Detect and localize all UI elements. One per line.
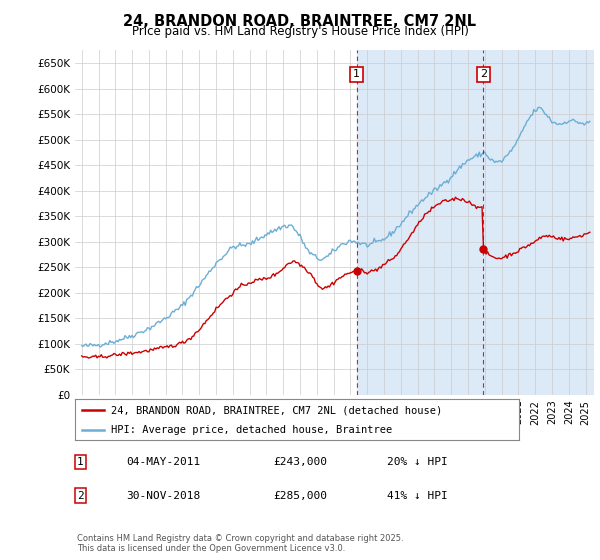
Text: 04-MAY-2011: 04-MAY-2011: [126, 457, 200, 467]
Text: Price paid vs. HM Land Registry's House Price Index (HPI): Price paid vs. HM Land Registry's House …: [131, 25, 469, 38]
Text: 1: 1: [353, 69, 360, 80]
Text: £285,000: £285,000: [273, 491, 327, 501]
Text: 41% ↓ HPI: 41% ↓ HPI: [387, 491, 448, 501]
Bar: [356, 50, 594, 395]
Bar: [484, 50, 594, 395]
Text: 24, BRANDON ROAD, BRAINTREE, CM7 2NL: 24, BRANDON ROAD, BRAINTREE, CM7 2NL: [124, 14, 476, 29]
Text: Contains HM Land Registry data © Crown copyright and database right 2025.
This d: Contains HM Land Registry data © Crown c…: [77, 534, 403, 553]
Text: 1: 1: [77, 457, 83, 467]
Text: 30-NOV-2018: 30-NOV-2018: [126, 491, 200, 501]
Text: £243,000: £243,000: [273, 457, 327, 467]
Text: 2: 2: [480, 69, 487, 80]
Text: HPI: Average price, detached house, Braintree: HPI: Average price, detached house, Brai…: [110, 424, 392, 435]
Text: 20% ↓ HPI: 20% ↓ HPI: [387, 457, 448, 467]
Text: 2: 2: [77, 491, 83, 501]
Text: 24, BRANDON ROAD, BRAINTREE, CM7 2NL (detached house): 24, BRANDON ROAD, BRAINTREE, CM7 2NL (de…: [110, 405, 442, 415]
